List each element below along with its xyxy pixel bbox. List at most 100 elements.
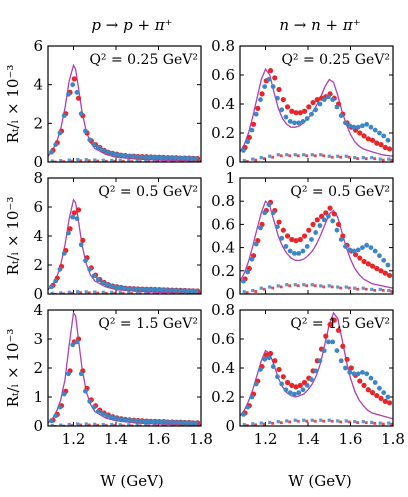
data-point-red	[361, 258, 367, 265]
data-point-blue	[347, 369, 353, 375]
low-point-red	[288, 284, 292, 288]
low-point-red	[390, 158, 393, 162]
low-point-red	[262, 157, 266, 161]
low-point-blue	[344, 285, 348, 289]
low-point-blue	[67, 290, 71, 294]
data-point-blue	[355, 371, 361, 377]
low-point-red	[271, 286, 275, 290]
panel-3: 0 0.2 0.4 0.6 0.8 1 Q² = 0.5 GeV²	[211, 169, 394, 303]
low-point-red	[322, 419, 326, 423]
low-point-red	[373, 288, 377, 292]
low-point-blue	[378, 421, 382, 425]
data-point-blue	[372, 380, 378, 385]
panel-plot-area	[48, 198, 201, 294]
data-point-blue	[91, 404, 97, 410]
data-point-blue	[155, 154, 161, 160]
data-point-blue	[163, 419, 169, 425]
data-point-red	[374, 140, 380, 146]
data-point-blue	[253, 241, 259, 247]
data-point-blue	[313, 230, 319, 235]
data-point-blue	[300, 387, 306, 393]
low-point-blue	[268, 420, 272, 424]
y-tick-label: 0.2	[211, 262, 235, 280]
low-point-red	[254, 158, 258, 162]
low-point-blue	[302, 153, 306, 157]
x-tick-label: 1.2	[62, 430, 86, 448]
data-point-blue	[66, 371, 71, 377]
data-point-red	[284, 379, 291, 386]
low-point-red	[330, 155, 334, 159]
data-point-red	[361, 382, 367, 388]
data-point-red	[357, 255, 363, 261]
low-point-red	[381, 158, 385, 162]
data-point-blue	[78, 242, 84, 248]
low-point-red	[79, 423, 83, 426]
data-point-blue	[364, 121, 370, 127]
data-point-blue	[364, 371, 370, 377]
data-point-red	[310, 221, 316, 227]
data-point-red	[344, 356, 350, 362]
data-point-blue	[146, 287, 152, 292]
low-point-blue	[387, 421, 391, 425]
low-point-red	[104, 424, 108, 426]
data-point-blue	[138, 286, 144, 292]
low-point-red	[130, 292, 134, 294]
low-point-red	[313, 284, 317, 288]
y-tick-label: 6	[33, 37, 43, 55]
low-point-red	[245, 160, 249, 162]
y-tick-label: 0	[33, 285, 43, 303]
data-point-blue	[138, 154, 144, 160]
panel-frame	[239, 309, 394, 427]
data-point-blue	[317, 101, 323, 107]
low-point-red	[147, 424, 151, 426]
low-point-red	[254, 290, 258, 293]
x-tick-label: 1.8	[381, 430, 405, 448]
data-point-red	[365, 261, 371, 267]
data-point-blue	[193, 156, 199, 161]
data-point-blue	[372, 248, 378, 254]
data-point-blue	[258, 97, 263, 103]
data-point-blue	[100, 411, 105, 417]
low-point-red	[313, 154, 317, 158]
y-tick-label: 6	[33, 198, 43, 216]
data-point-blue	[172, 287, 178, 293]
y-tick-label: 0	[225, 285, 235, 303]
data-point-blue	[172, 155, 178, 161]
y-axis-label: Rₜ/ₗ × 10⁻³	[4, 329, 22, 408]
data-point-red	[323, 333, 329, 339]
data-point-blue	[163, 155, 169, 161]
column-title-left: p → p + π⁺	[91, 16, 172, 34]
y-tick-label: 0.8	[211, 301, 235, 319]
data-point-red	[297, 382, 303, 388]
data-point-blue	[193, 288, 199, 294]
low-point-blue	[127, 159, 131, 162]
data-point-red	[378, 142, 384, 148]
data-point-blue	[66, 230, 71, 236]
low-point-red	[390, 290, 393, 293]
low-point-blue	[302, 418, 306, 422]
x-tick-label: 1.8	[189, 430, 213, 448]
model-curve	[48, 311, 201, 426]
low-point-blue	[370, 287, 374, 291]
data-point-blue	[168, 287, 173, 293]
y-tick-label: 0.8	[211, 37, 235, 55]
q2-annotation: Q² = 0.25 GeV²	[89, 52, 198, 68]
panel-frame	[47, 45, 202, 163]
data-point-blue	[49, 149, 54, 155]
data-point-blue	[74, 339, 80, 345]
low-point-blue	[285, 419, 289, 423]
low-point-blue	[59, 159, 63, 162]
low-point-red	[279, 421, 283, 425]
data-point-red	[365, 136, 371, 142]
data-point-blue	[253, 381, 259, 387]
data-point-blue	[189, 156, 195, 161]
low-point-blue	[370, 420, 374, 424]
data-point-blue	[385, 262, 391, 268]
data-point-blue	[142, 418, 148, 424]
data-point-blue	[347, 247, 353, 253]
data-point-red	[293, 110, 299, 116]
low-point-red	[189, 292, 193, 294]
data-point-red	[340, 343, 346, 349]
low-point-blue	[110, 290, 114, 294]
